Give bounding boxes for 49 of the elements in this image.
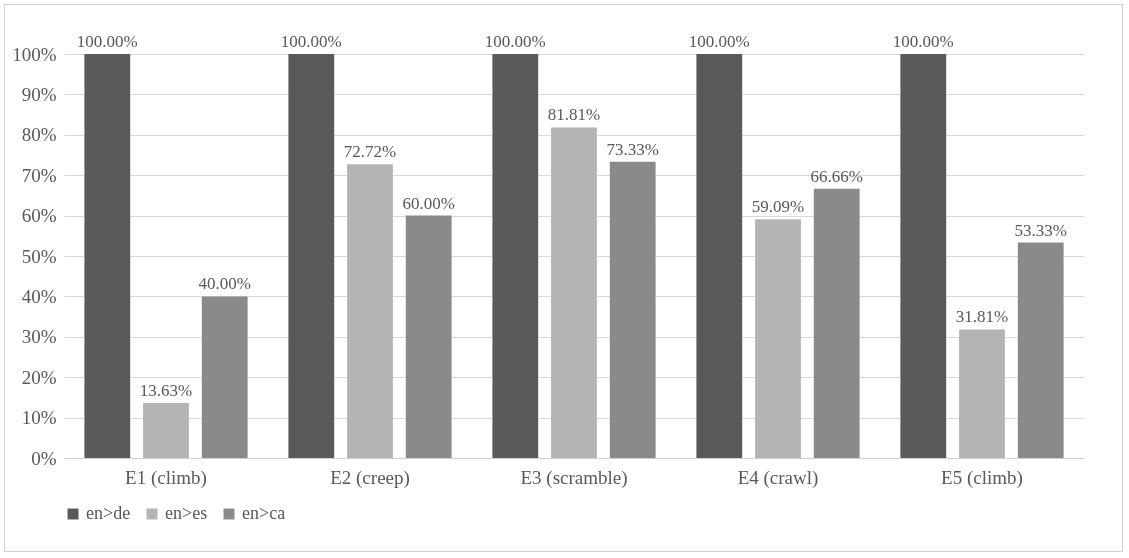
data-label: 100.00% (688, 32, 750, 51)
x-tick-label: E2 (creep) (330, 466, 410, 489)
data-label: 81.81% (547, 105, 601, 125)
bar (201, 296, 248, 458)
bar (347, 164, 393, 458)
data-label: 100.00% (280, 32, 342, 51)
data-label: 100.00% (76, 32, 138, 51)
bar (143, 402, 189, 458)
data-label: 66.66% (810, 166, 863, 186)
y-tick-label: 80% (21, 124, 57, 146)
bar (755, 219, 801, 458)
legend-label: en>de (86, 503, 131, 523)
data-label: 100.00% (484, 32, 546, 51)
y-tick-label: 50% (21, 245, 57, 267)
legend-label: en>ca (242, 503, 286, 523)
data-label: 73.33% (606, 139, 659, 159)
data-label: 31.81% (955, 307, 1009, 327)
y-tick-label: 70% (21, 164, 57, 186)
x-tick-label: E3 (scramble) (520, 466, 628, 489)
y-tick-label: 60% (21, 205, 57, 227)
y-tick-label: 10% (21, 407, 57, 429)
bar (84, 54, 131, 458)
bar (551, 127, 597, 458)
bar (696, 54, 743, 458)
y-tick-label: 20% (21, 366, 57, 388)
bar (1017, 242, 1064, 458)
bar (813, 188, 860, 458)
data-label: 13.63% (139, 380, 193, 400)
data-label: 72.72% (343, 142, 397, 162)
data-label: 60.00% (402, 193, 455, 213)
y-tick-label: 100% (12, 43, 57, 65)
bar (900, 54, 947, 458)
y-tick-label: 90% (21, 83, 57, 105)
legend-label: en>es (165, 503, 208, 523)
bar (405, 215, 452, 458)
x-tick-label: E1 (climb) (125, 466, 207, 489)
bar (609, 161, 656, 458)
bar (959, 329, 1005, 458)
data-label: 59.09% (751, 197, 805, 217)
data-label: 100.00% (892, 32, 954, 51)
x-tick-label: E4 (crawl) (737, 466, 819, 489)
data-label: 40.00% (198, 274, 251, 294)
data-label: 53.33% (1014, 220, 1067, 240)
y-tick-label: 30% (21, 326, 57, 348)
bar (288, 54, 335, 458)
x-tick-label: E5 (climb) (941, 466, 1023, 489)
y-tick-label: 40% (21, 285, 57, 307)
bar (492, 54, 539, 458)
y-tick-label: 0% (31, 447, 57, 469)
